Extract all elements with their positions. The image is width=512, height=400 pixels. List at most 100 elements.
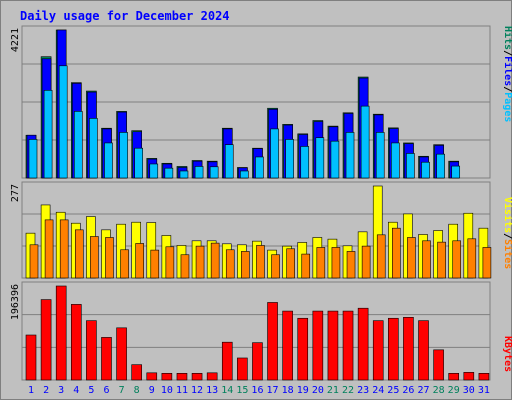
x-tick-label: 21 [327, 385, 339, 396]
kbytes-bar [403, 317, 414, 381]
pages-bar [421, 161, 430, 179]
x-tick-label: 20 [312, 385, 324, 396]
x-tick-label: 25 [387, 385, 399, 396]
legend: Hits/Files/Pages [502, 26, 512, 122]
pages-bar [300, 146, 310, 179]
pages-bar [58, 65, 68, 179]
sites-bar [482, 247, 492, 279]
sites-bar [467, 238, 477, 279]
pages-bar [43, 90, 53, 179]
pages-bar [375, 132, 385, 179]
kbytes-bar [146, 372, 158, 381]
x-tick-label: 14 [221, 385, 233, 396]
pages-bar [89, 118, 98, 179]
pages-bar [164, 167, 174, 179]
sites-bar [165, 246, 175, 279]
kbytes-bar [131, 364, 142, 381]
kbytes-bar [448, 372, 460, 381]
sites-bar [195, 245, 205, 279]
kbytes-bar [297, 317, 309, 381]
pages-bar [436, 153, 445, 179]
legend-separator: / [502, 50, 512, 56]
pages-bar [194, 166, 204, 179]
chart-title: Daily usage for December 2024 [20, 9, 230, 23]
kbytes-bar [433, 349, 444, 381]
sites-bar [452, 240, 462, 279]
pages-bar [134, 147, 143, 179]
sites-bar [120, 249, 129, 279]
x-tick-label: 1 [28, 385, 34, 396]
x-tick-label: 29 [448, 385, 460, 396]
x-tick-label: 4 [73, 385, 79, 396]
sites-bar [437, 241, 446, 279]
pages-bar [451, 165, 461, 179]
sites-bar [150, 249, 160, 279]
pages-bar [179, 170, 189, 179]
kbytes-bar [206, 372, 218, 381]
kbytes-bar [418, 320, 429, 381]
sites-bar [256, 245, 265, 279]
kbytes-bar [191, 372, 203, 381]
legend-item: Visits [502, 197, 512, 233]
sites-bar [59, 219, 69, 279]
sites-bar [241, 251, 250, 279]
legend-item: Hits [502, 26, 512, 50]
x-tick-label: 28 [433, 385, 445, 396]
x-tick-label: 9 [149, 385, 155, 396]
sites-bar [286, 248, 295, 279]
sites-bar [105, 237, 114, 279]
sites-bar [346, 251, 356, 279]
sites-bar [376, 234, 386, 279]
legend: KBytes [502, 336, 512, 372]
pages-bar [270, 128, 279, 179]
kbytes-bar [327, 310, 339, 381]
x-tick-label: 30 [463, 385, 475, 396]
sites-bar [392, 227, 401, 279]
pages-bar [240, 170, 249, 179]
kbytes-bar [101, 337, 112, 381]
pages-bar [330, 140, 340, 179]
pages-bar [391, 142, 400, 179]
sites-bar [29, 244, 39, 279]
x-tick-label: 17 [267, 385, 279, 396]
kbytes-bar [463, 372, 475, 381]
kbytes-bar [161, 372, 173, 381]
x-tick-label: 7 [119, 385, 125, 396]
sites-bar [90, 236, 99, 279]
kbytes-bar [357, 307, 369, 381]
x-tick-label: 16 [251, 385, 263, 396]
pages-bar [360, 105, 370, 179]
sites-bar [316, 247, 326, 279]
kbytes-bar [312, 310, 324, 381]
sites-bar [301, 253, 311, 279]
sites-bar [331, 247, 341, 279]
kbytes-bar [342, 310, 354, 381]
panel-max-label: 4221 [10, 28, 21, 52]
legend-item: Files [502, 56, 512, 86]
kbytes-bar [388, 317, 399, 381]
pages-bar [104, 142, 113, 179]
panel-max-label: 196396 [10, 284, 21, 320]
kbytes-bar [86, 320, 97, 381]
x-tick-label: 6 [103, 385, 109, 396]
x-tick-label: 5 [88, 385, 94, 396]
x-tick-label: 19 [297, 385, 309, 396]
x-tick-label: 2 [43, 385, 49, 396]
x-tick-label: 10 [161, 385, 173, 396]
kbytes-bar [282, 310, 293, 381]
kbytes-bar [40, 299, 52, 381]
sites-bar [44, 219, 54, 279]
x-tick-label: 24 [372, 385, 384, 396]
kbytes-bar [70, 304, 82, 381]
legend: Visits/Sites [502, 197, 512, 269]
kbytes-bar [176, 372, 188, 381]
sites-bar [74, 229, 84, 279]
legend-item: KBytes [502, 336, 512, 372]
panel-max-label: 277 [10, 184, 21, 202]
x-tick-label: 27 [417, 385, 429, 396]
sites-bar [135, 243, 144, 279]
x-tick-label: 12 [191, 385, 203, 396]
kbytes-bar [25, 334, 37, 381]
pages-bar [315, 137, 325, 179]
